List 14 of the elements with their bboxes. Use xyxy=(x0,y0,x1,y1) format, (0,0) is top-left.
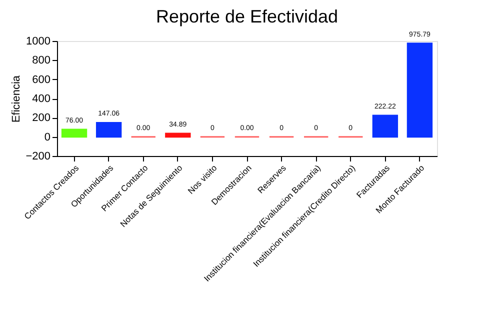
bar xyxy=(165,132,191,138)
bar xyxy=(61,128,88,138)
bar xyxy=(372,114,398,138)
y-tick-label: −200 xyxy=(26,150,50,162)
chart-title: Reporte de Efectividad xyxy=(156,6,338,26)
y-tick-label: 800 xyxy=(32,54,50,67)
bar xyxy=(406,42,433,138)
y-tick-label: 200 xyxy=(32,112,50,124)
y-tick-label: 0 xyxy=(44,131,50,144)
bar xyxy=(96,122,122,138)
y-tick-label: 1000 xyxy=(26,36,50,48)
y-tick-label: 400 xyxy=(32,93,50,105)
y-tick-label: 600 xyxy=(32,74,50,86)
y-axis-title: Eficiencia xyxy=(10,74,23,123)
